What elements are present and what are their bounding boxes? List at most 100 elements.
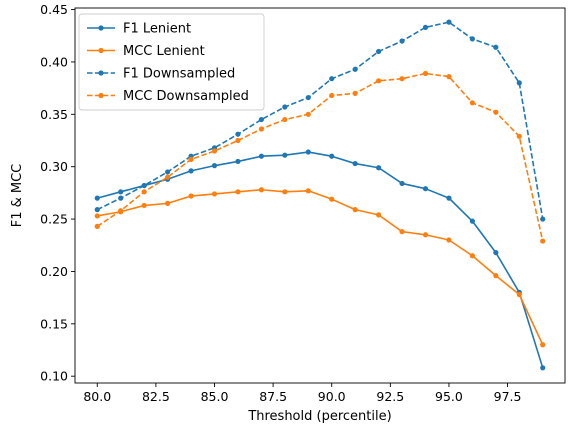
data-point-mcc-lenient	[540, 342, 546, 348]
legend-marker-f1-lenient	[98, 25, 104, 31]
legend-label-f1-downsampled: F1 Downsampled	[123, 67, 235, 82]
data-point-mcc-lenient	[235, 189, 241, 195]
data-point-mcc-lenient	[305, 188, 311, 194]
data-point-mcc-downsampled	[188, 156, 194, 162]
x-tick-label: 95.0	[435, 389, 463, 404]
plot-area	[94, 19, 546, 371]
y-axis-label: F1 & MCC	[10, 164, 25, 228]
data-point-mcc-lenient	[258, 187, 264, 193]
data-point-mcc-downsampled	[446, 74, 452, 80]
data-point-mcc-lenient	[94, 213, 100, 219]
data-point-mcc-downsampled	[258, 126, 264, 132]
x-tick-label: 80.0	[83, 389, 111, 404]
data-point-mcc-lenient	[352, 207, 358, 213]
legend-marker-mcc-downsampled	[98, 92, 104, 99]
data-point-mcc-downsampled	[422, 70, 429, 77]
data-point-mcc-lenient	[188, 193, 194, 199]
data-point-f1-lenient	[188, 168, 194, 174]
data-point-mcc-downsampled	[211, 148, 218, 154]
x-tick-label: 82.5	[142, 389, 170, 404]
data-point-f1-lenient	[399, 180, 405, 187]
data-point-f1-downsampled	[235, 131, 241, 137]
legend-label-mcc-downsampled: MCC Downsampled	[123, 89, 249, 104]
data-point-f1-downsampled	[516, 80, 522, 86]
data-point-f1-lenient	[446, 195, 452, 201]
legend-item-f1-lenient: F1 Lenient	[87, 22, 191, 37]
x-tick-label: 90.0	[318, 389, 346, 404]
data-point-f1-lenient	[282, 152, 288, 158]
series-mcc-downsampled	[94, 70, 546, 244]
data-point-f1-downsampled	[352, 66, 358, 72]
data-point-mcc-lenient	[329, 196, 335, 202]
legend-marker-f1-downsampled	[98, 70, 104, 76]
data-point-mcc-lenient	[141, 202, 147, 209]
data-point-mcc-lenient	[493, 273, 499, 279]
data-point-mcc-lenient	[211, 191, 218, 197]
data-point-mcc-downsampled	[329, 92, 335, 99]
data-point-f1-downsampled	[94, 207, 100, 213]
data-point-mcc-lenient	[446, 237, 452, 243]
data-point-f1-lenient	[258, 153, 264, 159]
data-point-f1-lenient	[94, 195, 100, 201]
data-point-mcc-lenient	[282, 189, 288, 195]
legend: F1 Lenient MCC Lenient F1 Downsampled MCC D…	[78, 13, 265, 111]
legend-item-mcc-lenient: MCC Lenient	[87, 44, 205, 59]
y-tick-label: 0.35	[40, 107, 68, 122]
x-axis-label: Threshold (percentile)	[247, 409, 391, 424]
legend-item-f1-downsampled: F1 Downsampled	[87, 67, 235, 82]
axes: 80.0 82.5 85.0 87.5 90.0 92.5 95.0 97.5 0.10 0.15…	[40, 2, 566, 404]
y-tick-label: 0.15	[40, 316, 68, 331]
data-point-mcc-downsampled	[118, 208, 124, 214]
data-point-mcc-downsampled	[235, 137, 241, 144]
data-point-f1-lenient	[235, 158, 241, 165]
data-point-mcc-downsampled	[376, 78, 382, 84]
legend-box	[78, 13, 265, 111]
series-mcc-lenient	[94, 187, 546, 348]
x-tick-label: 97.5	[494, 389, 522, 404]
data-point-f1-downsampled	[165, 169, 171, 175]
legend-item-mcc-downsampled: MCC Downsampled	[87, 89, 249, 104]
data-point-mcc-downsampled	[493, 109, 499, 115]
data-point-f1-downsampled	[540, 216, 546, 222]
x-tick-label: 85.0	[201, 389, 229, 404]
y-tick-label: 0.25	[40, 212, 68, 227]
data-point-f1-downsampled	[399, 38, 405, 44]
data-point-f1-lenient	[329, 153, 335, 159]
data-point-f1-lenient	[211, 163, 218, 169]
legend-marker-mcc-lenient	[98, 47, 104, 54]
data-point-f1-downsampled	[282, 104, 288, 110]
series-line-f1-lenient	[97, 151, 544, 369]
data-point-f1-lenient	[305, 149, 311, 155]
y-tick-label: 0.30	[40, 159, 68, 174]
y-tick-label: 0.20	[40, 264, 68, 279]
data-point-mcc-downsampled	[352, 90, 358, 96]
plot-frame	[74, 7, 566, 384]
data-point-f1-lenient	[118, 189, 124, 195]
data-point-mcc-downsampled	[141, 189, 147, 195]
data-point-mcc-downsampled	[282, 116, 288, 123]
data-point-f1-lenient	[422, 186, 429, 192]
series-f1-downsampled	[94, 19, 546, 222]
y-tick-label: 0.40	[40, 54, 68, 69]
data-point-mcc-downsampled	[469, 100, 475, 106]
x-tick-label: 87.5	[259, 389, 287, 404]
series-line-mcc-downsampled	[96, 72, 544, 242]
data-point-f1-downsampled	[376, 48, 382, 55]
data-point-mcc-downsampled	[165, 174, 171, 180]
data-point-mcc-lenient	[516, 291, 522, 298]
data-point-f1-lenient	[493, 249, 499, 256]
data-point-f1-lenient	[352, 160, 358, 167]
series-line-mcc-lenient	[97, 188, 544, 346]
data-point-mcc-downsampled	[94, 223, 100, 229]
data-point-mcc-downsampled	[399, 76, 405, 82]
data-point-mcc-downsampled	[305, 111, 311, 117]
data-point-f1-lenient	[376, 165, 382, 171]
data-point-mcc-lenient	[399, 229, 405, 235]
data-point-mcc-lenient	[165, 200, 171, 206]
data-point-f1-lenient	[540, 365, 546, 371]
data-point-f1-lenient	[469, 218, 475, 224]
data-point-f1-downsampled	[118, 195, 124, 201]
data-point-f1-downsampled	[305, 94, 311, 101]
